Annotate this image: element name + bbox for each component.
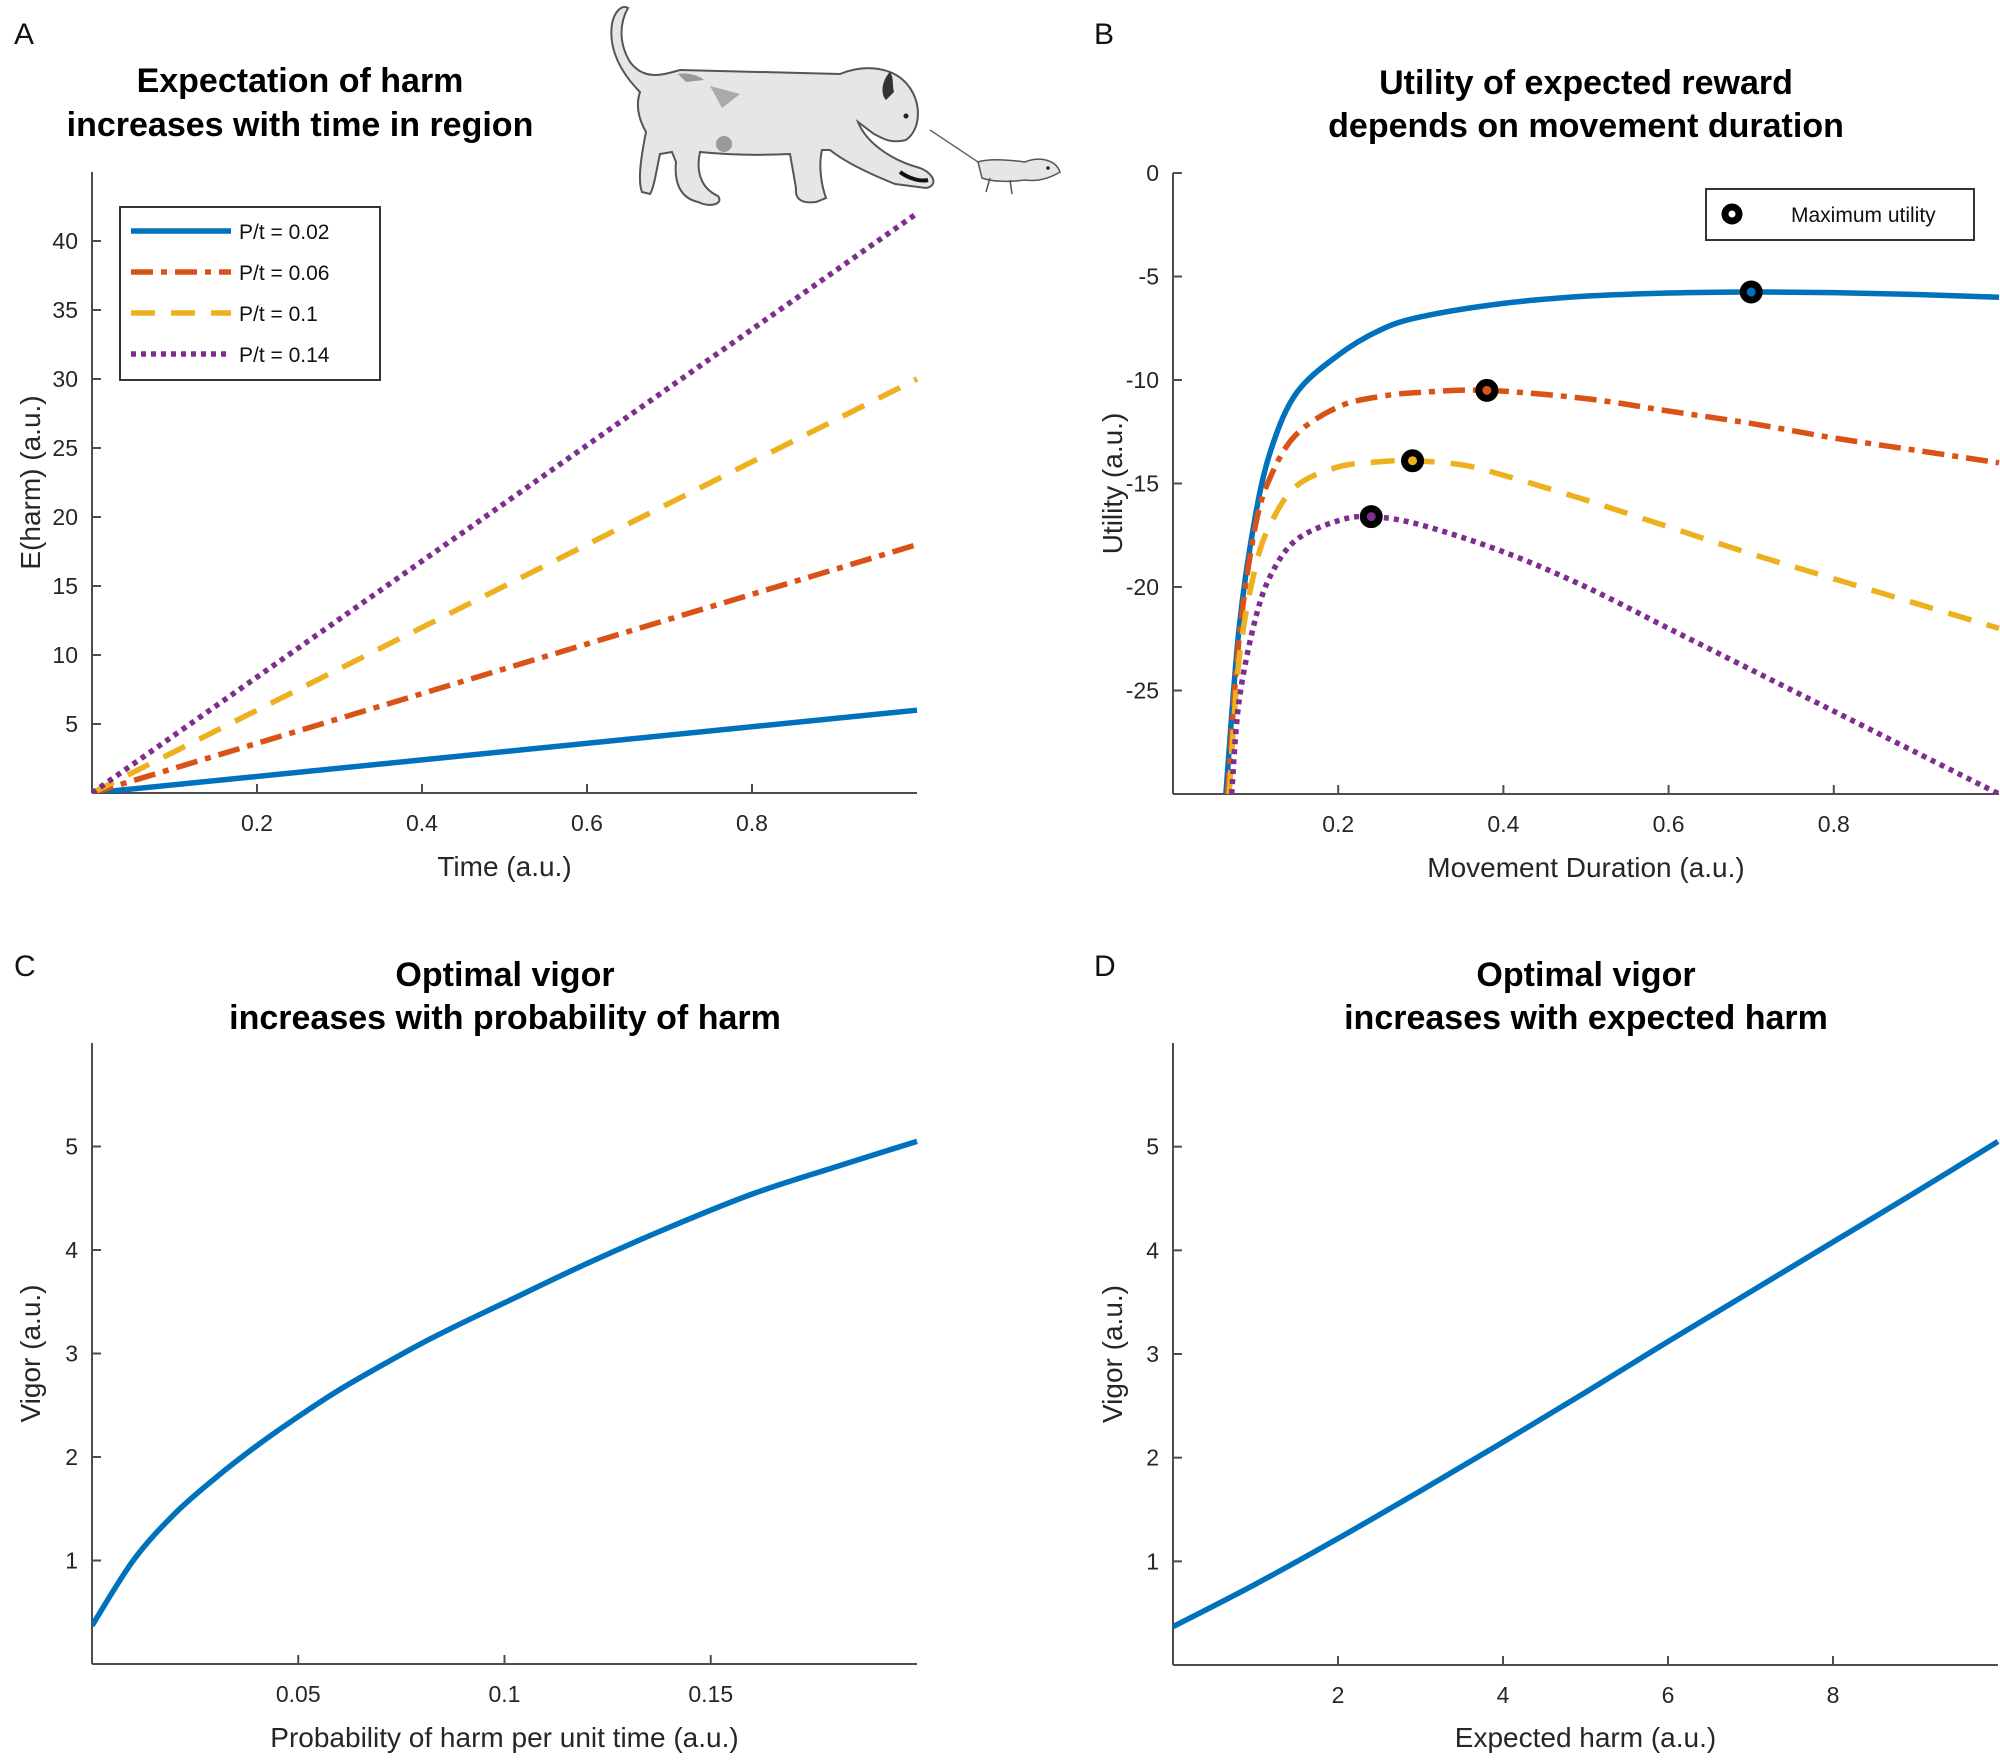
panel-a-y-tick-label: 10 xyxy=(52,642,78,668)
panel-a-legend: P/t = 0.02 P/t = 0.06 P/t = 0.1 P/t = 0.14 xyxy=(119,206,381,381)
panel-a-title-line2: increases with time in region xyxy=(67,106,534,144)
panel-a-x-tick-label: 0.8 xyxy=(736,810,768,836)
panel-b-series-3 xyxy=(1226,457,2000,794)
panel-b-y-axis-label: Utility (a.u.) xyxy=(1097,413,1128,555)
panel-c-x-axis-label: Probability of harm per unit time (a.u.) xyxy=(270,1722,738,1753)
panel-b-x-tick-label: 0.8 xyxy=(1818,811,1850,837)
panel-a-axes: 0.2 0.4 0.6 0.8 5 10 15 20 25 30 35 40 Time (a.u.) E(… xyxy=(15,172,919,882)
legend-entry-label: P/t = 0.02 xyxy=(239,221,329,244)
panel-d-y-tick-label: 5 xyxy=(1146,1134,1159,1160)
panel-b-y-tick-label: -5 xyxy=(1139,264,1159,290)
panel-c-y-axis-label: Vigor (a.u.) xyxy=(15,1285,46,1423)
legend-entry-label: P/t = 0.1 xyxy=(239,303,318,326)
panel-b-axes: 0.2 0.4 0.6 0.8 0 -5 -10 -15 -20 -25 Movement Dura… xyxy=(1097,160,2000,883)
panel-b-y-tick-label: -20 xyxy=(1126,574,1159,600)
panel-b-title-line1: Utility of expected reward xyxy=(1379,64,1793,102)
panel-d-x-tick-label: 8 xyxy=(1827,1682,1840,1708)
panel-a-series-2 xyxy=(92,541,918,793)
panel-b-x-axis-label: Movement Duration (a.u.) xyxy=(1427,852,1744,883)
panel-b-series-1 xyxy=(1223,289,2000,794)
panel-c-title-line2: increases with probability of harm xyxy=(229,999,781,1037)
panel-a-series-4 xyxy=(92,211,919,793)
panel-a-y-tick-label: 40 xyxy=(52,228,78,254)
panel-d-y-tick-label: 2 xyxy=(1146,1445,1159,1471)
panel-d-x-tick-label: 2 xyxy=(1332,1682,1345,1708)
panel-b-max-utility-marker xyxy=(1401,449,1425,473)
panel-a-series-1 xyxy=(92,707,918,793)
panel-letter-a: A xyxy=(14,18,34,51)
panel-a-x-axis-label: Time (a.u.) xyxy=(437,851,571,882)
panel-d-x-tick-label: 6 xyxy=(1662,1682,1675,1708)
panel-d-title-line1: Optimal vigor xyxy=(1476,956,1695,994)
panel-c-series-1 xyxy=(92,1138,918,1628)
panel-d-series-1 xyxy=(1173,1139,2000,1630)
panel-a-x-tick-label: 0.4 xyxy=(406,810,438,836)
panel-b-title-line2: depends on movement duration xyxy=(1328,107,1844,145)
panel-b-y-tick-label: -25 xyxy=(1126,678,1159,704)
panel-b-max-utility-marker xyxy=(1475,378,1499,402)
panel-d: Optimal vigor increases with expected ha… xyxy=(1097,956,2000,1753)
panel-c-title-line1: Optimal vigor xyxy=(395,956,614,994)
panel-a-y-tick-label: 15 xyxy=(52,573,78,599)
panel-d-title-line2: increases with expected harm xyxy=(1344,999,1828,1037)
panel-a-title-line1: Expectation of harm xyxy=(137,62,464,100)
mouse-illustration xyxy=(929,129,1061,195)
legend-entry-label: P/t = 0.14 xyxy=(239,344,330,367)
panel-d-y-tick-label: 3 xyxy=(1146,1341,1159,1367)
panel-b-series-4 xyxy=(1228,513,2000,794)
panel-a-y-axis-label: E(harm) (a.u.) xyxy=(15,395,46,569)
panel-b: Utility of expected reward depends on mo… xyxy=(1097,64,2000,883)
panel-c-y-tick-label: 4 xyxy=(65,1237,78,1263)
panel-d-y-axis-label: Vigor (a.u.) xyxy=(1097,1285,1128,1423)
panel-b-max-utility-marker xyxy=(1359,505,1383,529)
panel-b-series-2 xyxy=(1224,387,2000,794)
panel-a-y-tick-label: 5 xyxy=(65,711,78,737)
panel-d-x-tick-label: 4 xyxy=(1497,1682,1510,1708)
legend-entry-label: P/t = 0.06 xyxy=(239,262,329,285)
legend-marker-icon xyxy=(1721,203,1743,225)
panel-b-y-tick-label: -15 xyxy=(1126,471,1159,497)
panel-c-y-tick-label: 3 xyxy=(65,1341,78,1367)
panel-b-legend: Maximum utility xyxy=(1705,188,1975,241)
panel-b-y-tick-label: 0 xyxy=(1146,160,1159,186)
panel-c-y-tick-label: 5 xyxy=(65,1134,78,1160)
panel-b-x-tick-label: 0.6 xyxy=(1653,811,1685,837)
panel-letter-b: B xyxy=(1094,18,1114,51)
legend-entry-label: Maximum utility xyxy=(1791,204,1936,227)
panel-d-y-tick-label: 4 xyxy=(1146,1237,1159,1263)
panel-c: Optimal vigor increases with probability… xyxy=(15,956,918,1753)
panel-b-x-tick-label: 0.4 xyxy=(1487,811,1519,837)
panel-c-x-tick-label: 0.15 xyxy=(688,1681,733,1707)
panel-a-y-tick-label: 25 xyxy=(52,435,78,461)
panel-d-x-axis-label: Expected harm (a.u.) xyxy=(1455,1722,1716,1753)
panel-c-x-tick-label: 0.05 xyxy=(276,1681,321,1707)
panel-b-x-tick-label: 0.2 xyxy=(1322,811,1354,837)
panel-a-x-tick-label: 0.6 xyxy=(571,810,603,836)
panel-a: Expectation of harm increases with time … xyxy=(15,62,919,882)
panel-d-y-tick-label: 1 xyxy=(1146,1548,1159,1574)
panel-a-y-tick-label: 20 xyxy=(52,504,78,530)
panel-a-y-tick-label: 30 xyxy=(52,366,78,392)
panel-a-series-3 xyxy=(92,376,919,793)
panel-letter-d: D xyxy=(1094,950,1116,983)
panel-c-y-tick-label: 1 xyxy=(65,1548,78,1574)
panel-letter-c: C xyxy=(14,950,36,983)
panel-b-max-utility-marker xyxy=(1739,280,1763,304)
panel-c-axes: 0.05 0.1 0.15 1 2 3 4 5 Probability of harm per … xyxy=(15,1043,918,1753)
panel-d-axes: 2 4 6 8 1 2 3 4 5 Expected harm (a.u.) Vigor (a.u.… xyxy=(1097,1043,2000,1753)
panel-b-y-tick-label: -10 xyxy=(1126,367,1159,393)
cat-illustration xyxy=(610,6,935,206)
panel-a-x-tick-label: 0.2 xyxy=(241,810,273,836)
panel-c-y-tick-label: 2 xyxy=(65,1444,78,1470)
panel-c-x-tick-label: 0.1 xyxy=(489,1681,521,1707)
panel-a-y-tick-label: 35 xyxy=(52,297,78,323)
